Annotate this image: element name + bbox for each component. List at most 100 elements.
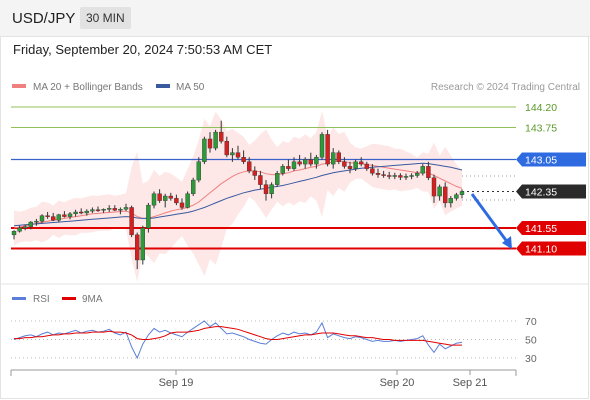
candle-body <box>190 179 196 194</box>
ma50-legend-swatch <box>156 84 170 88</box>
candle-body <box>123 207 129 210</box>
x-axis-label: Sep 21 <box>453 377 488 389</box>
candle-body <box>375 173 381 175</box>
candle-body <box>359 161 364 165</box>
candle-body <box>179 202 185 208</box>
ma20-legend-swatch <box>12 84 26 88</box>
candle-body <box>78 211 84 214</box>
candle-body <box>347 166 353 169</box>
candle-body <box>51 216 56 221</box>
candle-body <box>34 220 39 223</box>
candle-body <box>11 230 17 236</box>
candle-body <box>106 208 112 210</box>
ma20-line <box>13 160 463 229</box>
candle-body <box>157 193 162 201</box>
candle-body <box>381 174 386 176</box>
candle-body <box>286 166 291 169</box>
support-label: 141.55 <box>525 223 557 235</box>
candle-body <box>364 163 369 169</box>
candle-body <box>235 152 241 158</box>
candle-body <box>459 191 465 195</box>
candle-body <box>420 166 425 174</box>
pivot-label: 143.05 <box>525 155 557 167</box>
candlesticks <box>11 120 465 270</box>
candle-body <box>409 175 414 177</box>
resistance-label: 143.75 <box>525 123 557 135</box>
candle-body <box>291 161 297 169</box>
forecast-arrow-line <box>470 193 510 244</box>
candle-body <box>213 131 218 149</box>
datetime-label: Friday, September 20, 2024 7:50:53 AM CE… <box>13 42 273 57</box>
rsi-legend: RSI 9MA <box>12 294 103 305</box>
support-label: 141.10 <box>525 244 557 256</box>
candle-body <box>431 177 437 197</box>
candle-body <box>101 209 106 211</box>
candle-body <box>263 184 269 194</box>
candle-body <box>218 131 224 142</box>
symbol-title: USD/JPY <box>12 10 76 27</box>
candle-body <box>118 209 123 211</box>
current-price-label: 142.35 <box>525 186 557 198</box>
candle-body <box>269 184 274 194</box>
candle-body <box>319 134 325 158</box>
candle-body <box>392 175 397 177</box>
candle-body <box>258 175 263 185</box>
candle-body <box>336 152 341 162</box>
rsi-level-label: 70 <box>525 316 537 328</box>
rsi-legend-label: RSI <box>33 294 50 305</box>
candle-body <box>437 186 442 197</box>
candle-body <box>151 193 157 206</box>
price-levels: 144.20 143.75 143.05 142.35 141.55 141.10 <box>11 102 586 256</box>
support-tag <box>516 241 586 256</box>
candle-body <box>174 198 179 204</box>
candle-body <box>398 175 403 178</box>
candle-body <box>28 221 33 227</box>
candle-body <box>146 204 151 229</box>
ma20-legend-label: MA 20 + Bollinger Bands <box>33 82 143 93</box>
candle-body <box>403 176 409 178</box>
candle-body <box>353 161 358 169</box>
candle-body <box>168 195 174 199</box>
candle-body <box>23 226 28 229</box>
candle-body <box>17 227 22 232</box>
rsi-ma-legend-label: 9MA <box>82 294 103 305</box>
rsi-panel: 70 50 30 <box>11 316 537 365</box>
candle-body <box>84 210 90 214</box>
timeframe-button[interactable]: 30 MIN <box>80 7 131 29</box>
rsi-line <box>13 320 463 360</box>
rsi-ma-line <box>14 326 462 346</box>
candle-body <box>275 173 280 185</box>
candle-body <box>230 152 235 156</box>
candle-body <box>196 161 202 181</box>
candle-body <box>303 159 308 165</box>
candle-body <box>95 209 101 211</box>
candle-body <box>224 141 230 156</box>
candle-body <box>280 166 285 174</box>
ma50-line <box>13 162 463 227</box>
candle-body <box>415 173 420 176</box>
current-price-tag <box>516 184 586 199</box>
candle-body <box>297 161 302 165</box>
bollinger-band-area <box>14 111 462 282</box>
candle-body <box>325 134 330 165</box>
candle-body <box>140 227 146 261</box>
candle-body <box>448 198 453 204</box>
candle-body <box>67 213 73 217</box>
candle-body <box>246 161 252 172</box>
candle-body <box>73 211 78 215</box>
candle-body <box>185 193 190 208</box>
candle-body <box>39 215 45 222</box>
candle-body <box>241 157 246 162</box>
rsi-legend-swatch <box>12 297 26 300</box>
candle-body <box>90 209 95 212</box>
candle-body <box>342 161 347 167</box>
bollinger-bands <box>14 111 462 282</box>
candle-body <box>426 166 431 178</box>
candle-body <box>207 138 213 149</box>
x-axis-label: Sep 19 <box>159 377 194 389</box>
chart-legend: MA 20 + Bollinger Bands MA 50 Research ©… <box>12 82 580 93</box>
candle-body <box>112 208 118 211</box>
candle-body <box>443 186 448 204</box>
candle-body <box>162 195 168 201</box>
candle-body <box>314 157 319 165</box>
